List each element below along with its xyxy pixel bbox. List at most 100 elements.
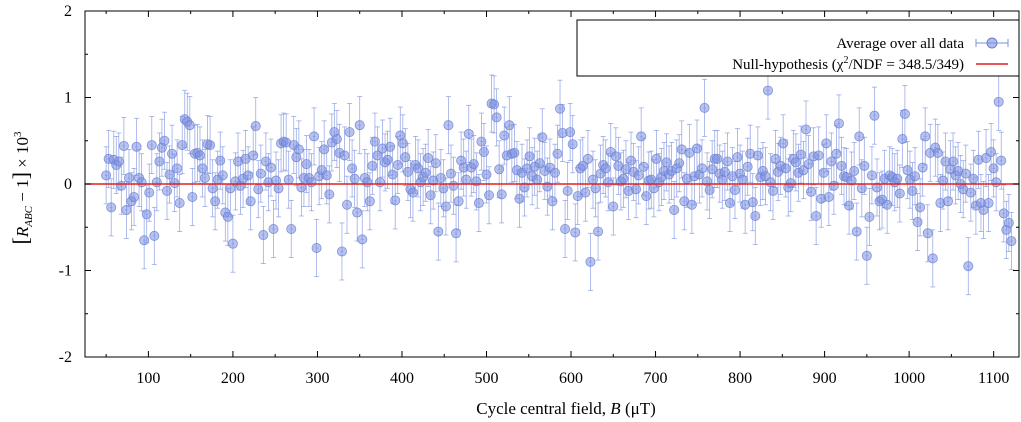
- data-point: [593, 202, 604, 261]
- data-point: [139, 211, 150, 270]
- data-point: [489, 75, 500, 134]
- data-point: [347, 139, 358, 198]
- data-point: [473, 174, 484, 232]
- data-point: [496, 165, 507, 224]
- data-point: [846, 151, 857, 210]
- data-point: [273, 159, 284, 218]
- data-point: [172, 139, 183, 198]
- data-point: [309, 107, 320, 166]
- data-point: [268, 200, 279, 258]
- data-point: [453, 172, 464, 231]
- data-point: [917, 138, 928, 197]
- data-point: [354, 96, 365, 155]
- data-point: [331, 110, 342, 168]
- y-axis-label: [RABC − 1] × 103: [8, 131, 35, 245]
- data-point: [608, 177, 619, 236]
- data-point: [669, 181, 680, 239]
- data-point: [590, 159, 601, 218]
- data-point: [940, 132, 951, 191]
- data-point: [910, 147, 921, 206]
- data-point: [129, 168, 140, 226]
- data-point: [978, 181, 989, 239]
- legend-marker-average: [975, 37, 1009, 49]
- y-tick-label: 0: [64, 176, 72, 193]
- data-point: [823, 168, 834, 226]
- data-point: [960, 144, 971, 203]
- data-point: [854, 107, 865, 166]
- data-point: [869, 86, 880, 145]
- data-point: [118, 116, 129, 175]
- data-point: [187, 168, 198, 226]
- x-tick-label: 500: [474, 370, 498, 387]
- x-tick-label: 1100: [978, 370, 1009, 387]
- data-point: [491, 88, 502, 147]
- data-point: [1006, 212, 1017, 271]
- data-point: [567, 115, 578, 174]
- data-point: [981, 129, 992, 187]
- data-point: [674, 134, 685, 193]
- data-point: [205, 116, 216, 175]
- data-point: [484, 166, 495, 225]
- data-point: [897, 110, 908, 168]
- data-point: [560, 200, 571, 258]
- data-point: [831, 124, 842, 183]
- data-point: [390, 171, 401, 230]
- data-point: [537, 108, 548, 167]
- data-point: [719, 142, 730, 201]
- data-point: [572, 167, 583, 226]
- data-point: [514, 169, 525, 228]
- data-point: [899, 84, 910, 143]
- data-point: [932, 123, 943, 182]
- x-tick-label: 200: [221, 370, 245, 387]
- data-point: [610, 127, 621, 186]
- data-point: [948, 132, 959, 191]
- data-point: [461, 150, 472, 209]
- axis-ticks: 100 200 300 400 500 600 700 800 900 1000 1100 -2 -1 0…: [59, 3, 1019, 387]
- data-point: [963, 237, 974, 296]
- data-point: [174, 174, 185, 232]
- data-point: [265, 138, 276, 197]
- data-point: [440, 177, 451, 236]
- data-point: [227, 214, 238, 273]
- data-point: [912, 193, 923, 252]
- data-point: [382, 130, 393, 189]
- x-tick-label: 900: [813, 370, 837, 387]
- data-point: [557, 104, 568, 162]
- data-point: [283, 150, 294, 209]
- data-point: [281, 113, 292, 172]
- data-point: [866, 146, 877, 205]
- data-point: [156, 118, 167, 177]
- data-point: [694, 145, 705, 204]
- data-point: [892, 149, 903, 208]
- data-point: [740, 175, 751, 234]
- legend-label-average: Average over all data: [836, 36, 964, 52]
- data-point: [200, 148, 211, 207]
- data-point: [821, 114, 832, 173]
- data-point: [811, 187, 822, 245]
- data-point: [430, 134, 441, 193]
- x-tick-label: 1000: [893, 370, 925, 387]
- data-point: [352, 183, 363, 242]
- data-point: [342, 175, 353, 234]
- data-point: [729, 161, 740, 220]
- data-point: [806, 162, 817, 221]
- data-point: [684, 123, 695, 182]
- data-point: [570, 203, 581, 262]
- data-point: [250, 97, 261, 155]
- data-point: [585, 232, 596, 291]
- data-point: [915, 178, 926, 237]
- x-tick-label: 600: [559, 370, 583, 387]
- data-point: [851, 202, 862, 261]
- data-point: [258, 206, 269, 264]
- data-point: [443, 96, 454, 155]
- x-tick-label: 700: [644, 370, 668, 387]
- data-point: [699, 78, 710, 137]
- data-point: [324, 165, 335, 224]
- data-points: [101, 61, 1017, 296]
- data-point: [800, 100, 811, 159]
- data-point: [577, 136, 588, 195]
- y-tick-label: 2: [64, 3, 72, 20]
- y-tick-label: -1: [59, 263, 72, 280]
- data-point: [387, 145, 398, 204]
